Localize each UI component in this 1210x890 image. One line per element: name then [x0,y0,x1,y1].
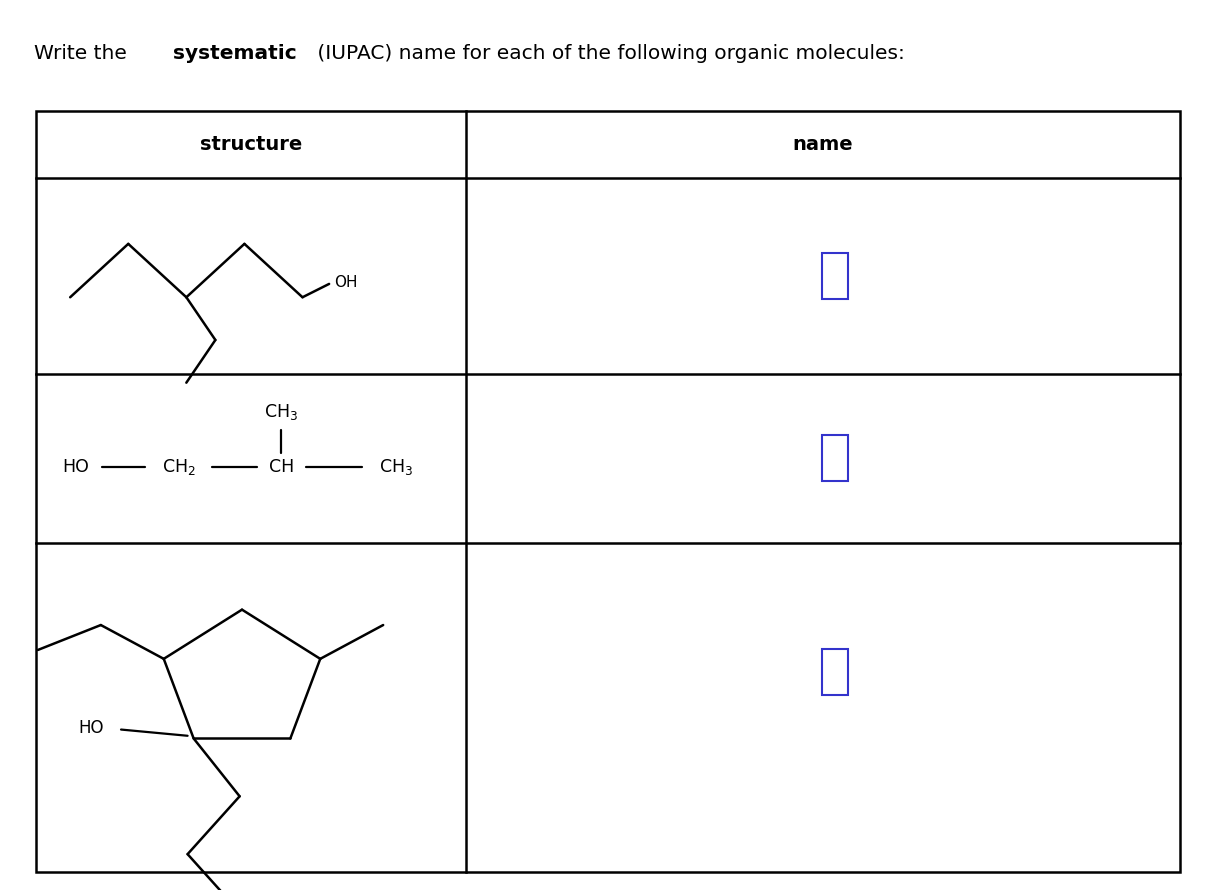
Bar [822,435,848,481]
Text: systematic: systematic [173,44,296,63]
Text: HO: HO [77,719,104,737]
Text: CH$_3$: CH$_3$ [379,457,414,477]
Bar [36,111,1180,872]
Text: Write the: Write the [34,44,133,63]
Bar [822,253,848,299]
Bar [822,649,848,695]
Text: CH$_2$: CH$_2$ [162,457,195,477]
Text: structure: structure [200,135,302,154]
Text: (IUPAC) name for each of the following organic molecules:: (IUPAC) name for each of the following o… [311,44,905,63]
Text: CH$_3$: CH$_3$ [264,402,299,422]
Text: CH: CH [269,458,294,476]
Text: HO: HO [62,458,90,476]
Text: name: name [793,135,853,154]
Text: OH: OH [334,275,357,289]
